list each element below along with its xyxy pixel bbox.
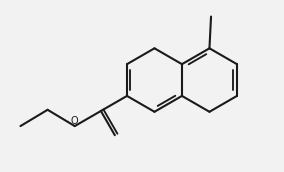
Text: O: O bbox=[71, 116, 79, 126]
